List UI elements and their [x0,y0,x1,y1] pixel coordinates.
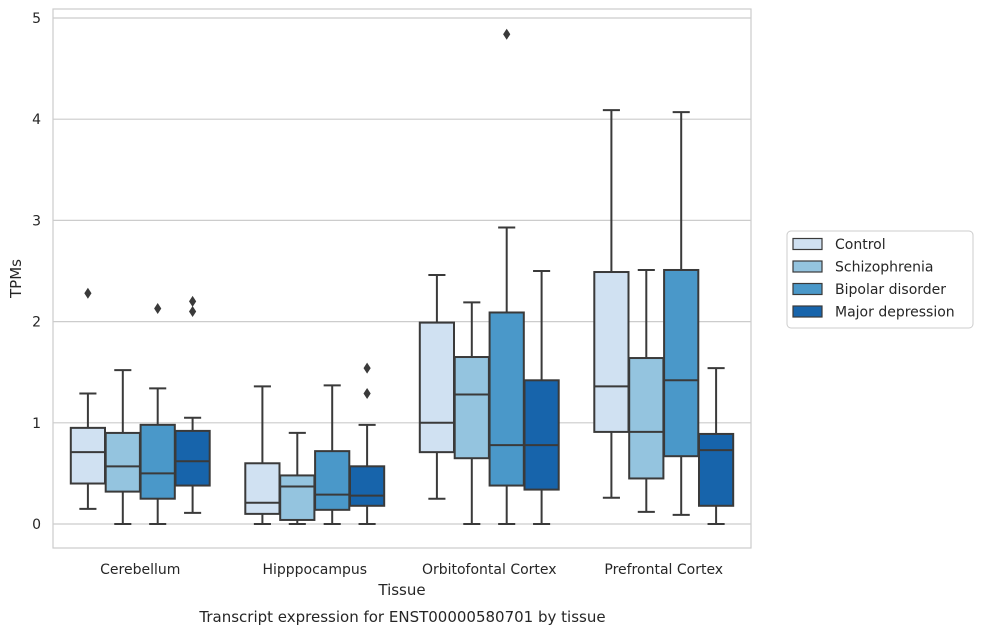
y-tick-label: 0 [32,517,41,533]
x-tick-label: Orbitofontal Cortex [422,562,557,578]
legend-label: Schizophrenia [835,260,933,276]
legend-frame [786,230,974,329]
box-0-3 [174,295,211,514]
box-iqr [279,474,316,521]
box-iqr [139,423,176,500]
outlier-point [189,305,197,317]
y-tick-label: 1 [32,416,41,432]
box-iqr [488,311,525,487]
box-1-3 [348,362,386,525]
box-iqr [593,271,630,433]
box-iqr [697,432,735,507]
outlier-point [503,28,511,40]
box-1-2 [314,384,351,525]
box-iqr [174,429,211,487]
chart-caption: Transcript expression for ENST0000058070… [198,608,605,626]
y-tick-label: 4 [32,112,41,128]
box-iqr [628,357,665,480]
legend-label: Major depression [835,305,955,321]
legend-swatch [792,305,823,318]
box-iqr [69,426,107,485]
box-3-1 [628,268,665,513]
plot-frame [52,8,752,549]
box-iqr [244,462,281,515]
box-3-0 [593,109,630,499]
legend: Control Schizophrenia Bipolar disorder Majo… [786,230,974,329]
boxes [69,28,735,525]
legend-swatch [792,260,823,273]
outlier-point [363,362,371,374]
y-tick-label: 5 [32,11,41,27]
x-tick-label: Cerebellum [100,562,180,578]
box-0-0 [69,287,107,510]
y-tick-label: 2 [32,315,41,331]
box-iqr [453,356,490,460]
box-1-0 [244,385,281,525]
outlier-point [189,295,197,307]
box-1-1 [279,431,316,525]
legend-swatch [792,237,823,251]
legend-label: Control [835,237,886,253]
legend-label: Bipolar disorder [835,282,946,298]
box-iqr [418,321,456,454]
x-axis-label: Tissue [377,581,425,599]
box-0-1 [104,369,141,525]
outlier-point [363,387,371,399]
box-2-0 [418,274,456,500]
box-0-2 [139,302,176,525]
box-iqr [314,450,351,511]
box-2-2 [488,28,525,525]
box-2-3 [523,270,560,525]
outlier-point [154,302,162,314]
x-tick-label: Prefrontal Cortex [604,562,723,578]
box-3-2 [663,111,700,516]
box-iqr [663,268,700,458]
box-2-1 [453,301,490,525]
box-3-3 [697,367,735,525]
grid-lines [53,17,751,525]
y-axis-label: TPMs [7,259,25,299]
box-iqr [104,431,141,493]
x-tick-label: Hipppocampus [262,562,367,578]
y-tick-label: 3 [32,213,41,229]
box-iqr [348,465,386,507]
outlier-point [84,287,92,299]
box-iqr [523,379,560,491]
x-tick-labels: Cerebellum Hipppocampus Orbitofontal Corte… [100,562,723,578]
y-tick-labels: 0 1 2 3 4 5 [32,11,41,533]
legend-swatch [792,282,823,296]
